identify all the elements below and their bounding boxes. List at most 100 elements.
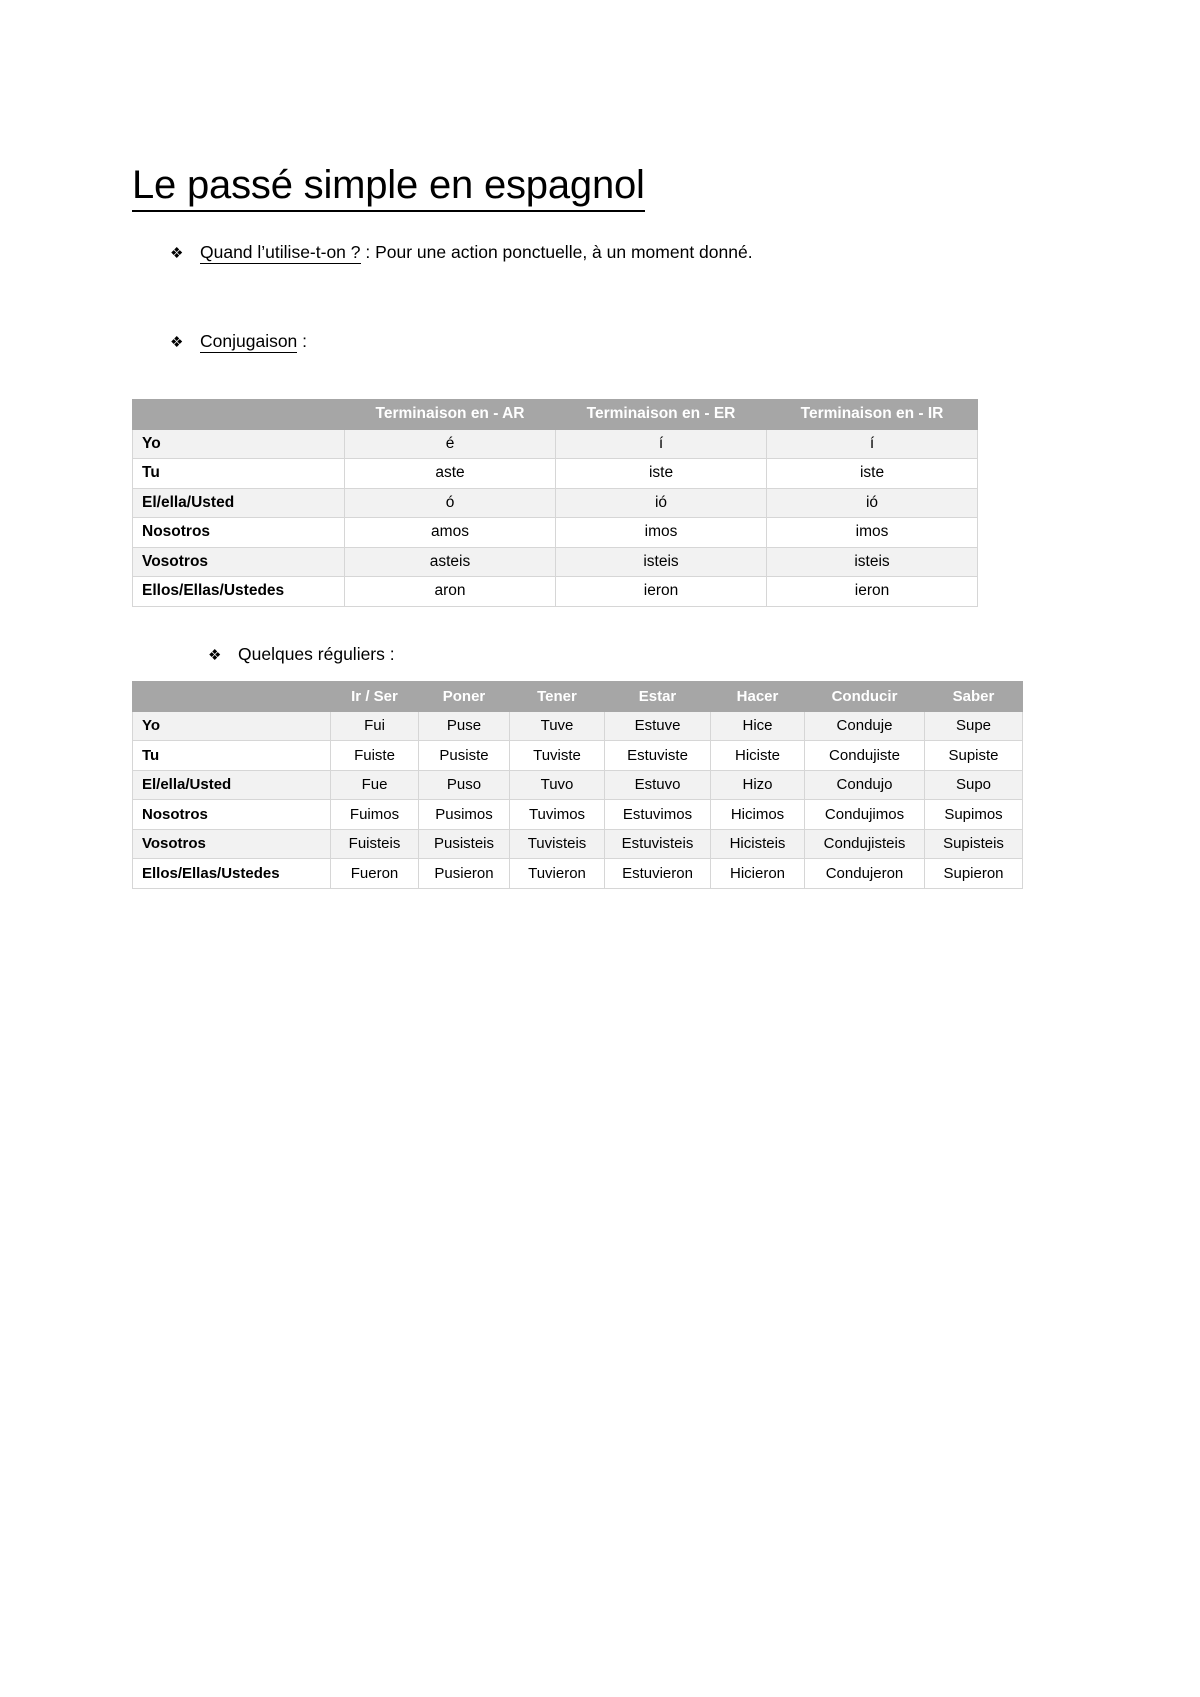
row-label: Tu (132, 740, 331, 771)
cell: Puso (418, 769, 510, 800)
table-row: El/ella/Usted ó ió ió (132, 487, 978, 518)
bullet-conjugation: ❖ Conjugaison : (170, 330, 307, 354)
row-label: Yo (132, 710, 331, 741)
bullet-conjugation-lead: Conjugaison (200, 331, 298, 353)
table-row: Ellos/Ellas/Ustedes Fueron Pusieron Tuvi… (132, 858, 1023, 889)
cell: Hizo (710, 769, 805, 800)
table-row: Nosotros amos imos imos (132, 517, 978, 548)
bullet-regulars-text: Quelques réguliers : (238, 644, 395, 664)
cell: Fui (330, 710, 419, 741)
row-label: Nosotros (132, 517, 345, 548)
diamond-bullet-icon: ❖ (170, 334, 184, 351)
bullet-usage-rest: : Pour une action ponctuelle, à un momen… (360, 242, 753, 262)
cell: Hicimos (710, 799, 805, 830)
table-irregulars: Ir / Ser Poner Tener Estar Hacer Conduci… (132, 681, 1023, 889)
cell: Fuisteis (330, 828, 419, 859)
table-row: Ellos/Ellas/Ustedes aron ieron ieron (132, 576, 978, 607)
cell: aron (344, 576, 556, 607)
column-header-estar: Estar (604, 681, 711, 712)
column-header-tener: Tener (509, 681, 605, 712)
row-label: Ellos/Ellas/Ustedes (132, 576, 345, 607)
cell: Supimos (924, 799, 1023, 830)
cell: ó (344, 487, 556, 518)
cell: Pusieron (418, 858, 510, 889)
cell: í (766, 428, 978, 459)
column-header-er: Terminaison en - ER (555, 399, 767, 430)
cell: Estuve (604, 710, 711, 741)
cell: Condujo (804, 769, 925, 800)
cell: Tuvimos (509, 799, 605, 830)
row-label: Ellos/Ellas/Ustedes (132, 858, 331, 889)
cell: é (344, 428, 556, 459)
cell: Fue (330, 769, 419, 800)
row-label: El/ella/Usted (132, 769, 331, 800)
cell: isteis (555, 546, 767, 577)
cell: Tuvieron (509, 858, 605, 889)
cell: Puse (418, 710, 510, 741)
cell: imos (766, 517, 978, 548)
cell: Supo (924, 769, 1023, 800)
cell: aste (344, 458, 556, 489)
cell: í (555, 428, 767, 459)
column-header-pronoun (132, 399, 345, 430)
diamond-bullet-icon: ❖ (208, 647, 222, 664)
cell: ieron (766, 576, 978, 607)
cell: ieron (555, 576, 767, 607)
diamond-bullet-icon: ❖ (170, 245, 184, 262)
cell: Supieron (924, 858, 1023, 889)
bullet-usage-lead: Quand l’utilise-t-on ? (200, 242, 361, 264)
cell: Condujeron (804, 858, 925, 889)
cell: Hiciste (710, 740, 805, 771)
page-title-text: Le passé simple en espagnol (132, 162, 645, 212)
column-header-conducir: Conducir (804, 681, 925, 712)
cell: Conduje (804, 710, 925, 741)
bullet-usage-text: Quand l’utilise-t-on ? : Pour une action… (200, 241, 753, 265)
page-title: Le passé simple en espagnol (132, 162, 645, 212)
cell: Tuve (509, 710, 605, 741)
cell: Tuviste (509, 740, 605, 771)
column-header-ar: Terminaison en - AR (344, 399, 556, 430)
table-irregulars-header-row: Ir / Ser Poner Tener Estar Hacer Conduci… (132, 681, 1023, 712)
cell: iste (555, 458, 767, 489)
column-header-ir: Terminaison en - IR (766, 399, 978, 430)
cell: Condujimos (804, 799, 925, 830)
bullet-regulars: ❖ Quelques réguliers : (208, 643, 395, 667)
cell: Condujiste (804, 740, 925, 771)
column-header-pronoun (132, 681, 331, 712)
cell: Hicieron (710, 858, 805, 889)
cell: Pusimos (418, 799, 510, 830)
table-row: Tu aste iste iste (132, 458, 978, 489)
column-header-poner: Poner (418, 681, 510, 712)
row-label: Vosotros (132, 546, 345, 577)
cell: Supiste (924, 740, 1023, 771)
row-label: Nosotros (132, 799, 331, 830)
column-header-saber: Saber (924, 681, 1023, 712)
cell: Supisteis (924, 828, 1023, 859)
bullet-conjugation-text: Conjugaison : (200, 330, 307, 354)
cell: Supe (924, 710, 1023, 741)
cell: imos (555, 517, 767, 548)
cell: Pusiste (418, 740, 510, 771)
bullet-usage: ❖ Quand l’utilise-t-on ? : Pour une acti… (170, 241, 753, 265)
table-row: Nosotros Fuimos Pusimos Tuvimos Estuvimo… (132, 799, 1023, 830)
cell: Tuvisteis (509, 828, 605, 859)
table-row: Tu Fuiste Pusiste Tuviste Estuviste Hici… (132, 740, 1023, 771)
row-label: Tu (132, 458, 345, 489)
table-row: Vosotros asteis isteis isteis (132, 546, 978, 577)
cell: isteis (766, 546, 978, 577)
cell: Condujisteis (804, 828, 925, 859)
column-header-ir-ser: Ir / Ser (330, 681, 419, 712)
table-row: El/ella/Usted Fue Puso Tuvo Estuvo Hizo … (132, 769, 1023, 800)
table-endings: Terminaison en - AR Terminaison en - ER … (132, 399, 978, 607)
cell: amos (344, 517, 556, 548)
table-endings-header-row: Terminaison en - AR Terminaison en - ER … (132, 399, 978, 430)
cell: Estuvo (604, 769, 711, 800)
table-row: Yo é í í (132, 428, 978, 459)
table-row: Yo Fui Puse Tuve Estuve Hice Conduje Sup… (132, 710, 1023, 741)
cell: ió (555, 487, 767, 518)
bullet-conjugation-rest: : (297, 331, 308, 351)
cell: ió (766, 487, 978, 518)
cell: Hicisteis (710, 828, 805, 859)
cell: asteis (344, 546, 556, 577)
